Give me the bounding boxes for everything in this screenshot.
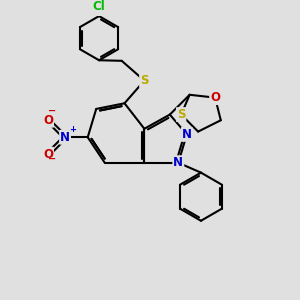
Text: S: S bbox=[140, 74, 148, 87]
Text: N: N bbox=[173, 156, 183, 169]
Text: O: O bbox=[43, 148, 53, 161]
Text: Cl: Cl bbox=[93, 0, 105, 13]
Text: +: + bbox=[69, 124, 76, 134]
Text: −: − bbox=[48, 154, 56, 164]
Text: N: N bbox=[60, 131, 70, 144]
Text: −: − bbox=[48, 106, 56, 116]
Text: N: N bbox=[182, 128, 192, 141]
Text: S: S bbox=[177, 108, 185, 121]
Text: O: O bbox=[210, 91, 220, 104]
Text: O: O bbox=[43, 114, 53, 127]
